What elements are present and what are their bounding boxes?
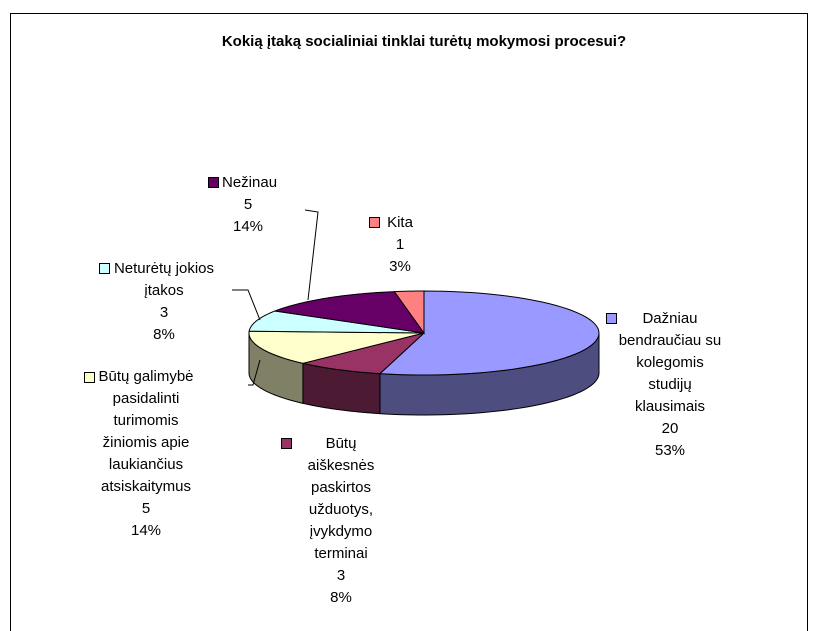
category-label: Būtų galimybė pasidalinti turimomis žini… <box>98 368 194 495</box>
legend-swatch <box>369 217 380 228</box>
legend-swatch <box>208 177 219 188</box>
category-label: Būtų aiškesnės paskirtos užduotys, įvykd… <box>307 435 375 562</box>
percentage-label: 8% <box>153 326 175 343</box>
leader-line <box>248 359 261 386</box>
leader-line <box>304 209 319 301</box>
value-label: 20 <box>661 420 679 437</box>
percentage-label: 14% <box>130 522 162 539</box>
chart-title: Kokią įtaką socialiniai tinklai turėtų m… <box>222 33 626 50</box>
category-label: Nežinau <box>222 174 278 191</box>
pie-slice <box>393 290 425 335</box>
pie-slice <box>273 291 426 334</box>
data-label: Dažniau bendraučiau su kolegomis studijų… <box>615 308 725 462</box>
data-label: Būtų galimybė pasidalinti turimomis žini… <box>90 366 202 542</box>
data-label: Būtų aiškesnės paskirtos užduotys, įvykd… <box>300 433 382 609</box>
value-label: 3 <box>159 304 169 321</box>
category-label: Neturėtų jokios įtakos <box>113 260 215 299</box>
legend-swatch <box>84 372 95 383</box>
leader-line <box>232 289 261 321</box>
pie-slice <box>302 332 425 375</box>
pie <box>248 290 600 416</box>
value-label: 5 <box>141 500 151 517</box>
category-label: Dažniau bendraučiau su kolegomis studijų… <box>618 310 722 415</box>
pie-slice <box>378 290 600 376</box>
value-label: 3 <box>336 567 346 584</box>
category-label: Kita <box>387 214 413 231</box>
legend-swatch <box>281 438 292 449</box>
percentage-label: 14% <box>232 218 264 235</box>
legend-swatch <box>606 313 617 324</box>
pie-slice <box>248 310 425 334</box>
legend-swatch <box>99 263 110 274</box>
data-label: Neturėtų jokios įtakos 3 8% <box>110 258 218 346</box>
percentage-label: 8% <box>330 589 352 606</box>
value-label: 5 <box>243 196 253 213</box>
pie-slice <box>248 330 425 364</box>
percentage-label: 3% <box>389 258 411 275</box>
value-label: 1 <box>395 236 405 253</box>
data-label: Kita 1 3% <box>382 212 418 278</box>
data-label: Nežinau 5 14% <box>222 172 278 238</box>
percentage-label: 53% <box>654 442 686 459</box>
